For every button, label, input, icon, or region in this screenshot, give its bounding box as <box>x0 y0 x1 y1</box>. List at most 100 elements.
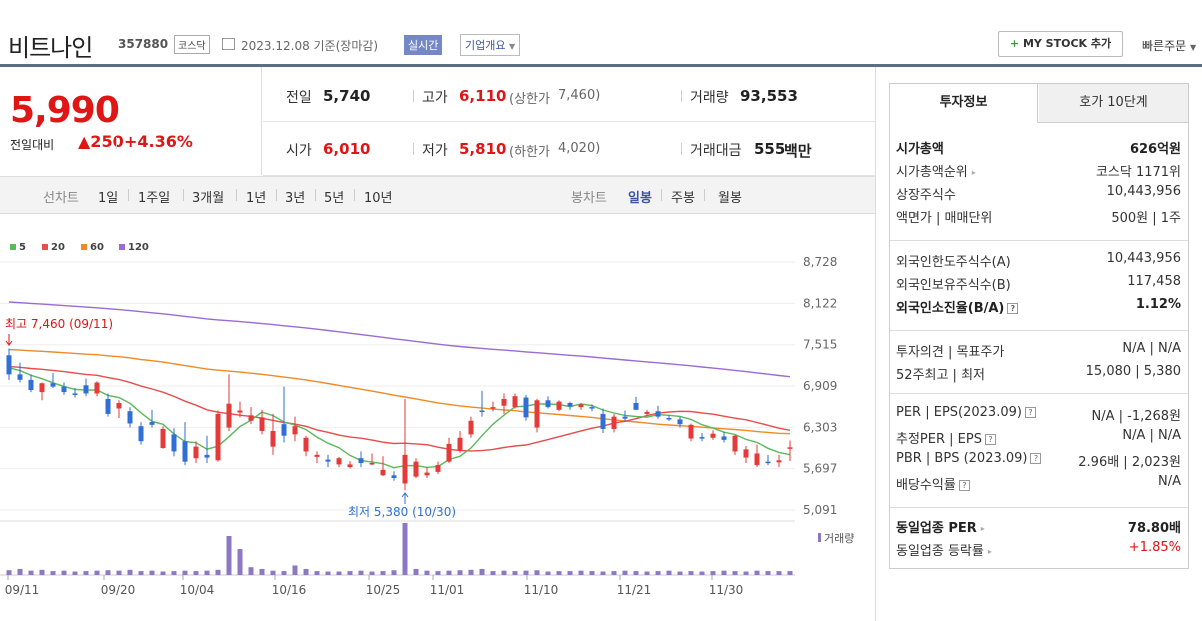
volume-bar <box>743 571 749 575</box>
chevron-right-icon: ▸ <box>987 547 992 556</box>
ma120-line <box>8 301 791 378</box>
help-icon[interactable]: ? <box>958 480 970 491</box>
candle-body <box>754 453 760 466</box>
help-icon[interactable]: ? <box>1024 407 1036 418</box>
volume-bar <box>611 571 617 575</box>
period-weekly[interactable]: 주봉 <box>671 191 695 206</box>
candle-body <box>600 413 606 429</box>
x-tick-label: 11/10 <box>524 583 559 597</box>
period-5y[interactable]: 5년 <box>324 191 345 206</box>
candle-body <box>83 385 89 394</box>
period-monthly[interactable]: 월봉 <box>718 191 742 206</box>
candle-body <box>6 355 12 375</box>
volume-bar <box>567 571 573 575</box>
candle-body <box>116 403 122 409</box>
info-label[interactable]: 시가총액순위 ▸ <box>896 165 976 180</box>
x-tick-label: 11/01 <box>430 583 465 597</box>
volume-bar <box>83 571 89 575</box>
period-1w[interactable]: 1주일 <box>138 191 171 206</box>
candle-body <box>171 434 177 452</box>
candle-body <box>688 424 694 439</box>
volume-bar <box>50 571 56 575</box>
upper-limit-value: 7,460) <box>558 88 601 103</box>
legend-item-ma120: 120 <box>119 242 149 253</box>
volume-value: 93,553 <box>740 87 798 105</box>
candle-body <box>149 422 155 425</box>
price-chart[interactable]: 8,728 8,122 7,515 6,909 6,303 5,697 5,091 거래량 최고… <box>0 250 875 600</box>
amount-unit: 백만 <box>784 142 812 160</box>
candle-body <box>28 379 34 391</box>
period-bar <box>0 176 875 214</box>
realtime-badge[interactable]: 실시간 <box>404 35 443 55</box>
help-icon[interactable]: ? <box>1030 453 1042 464</box>
candle-body <box>567 403 573 407</box>
volume-bar <box>413 568 419 575</box>
volume-bar <box>259 568 265 575</box>
candle-body <box>534 400 540 428</box>
candle-body <box>776 460 782 463</box>
company-info-button[interactable]: 기업개요 ▼ <box>460 34 521 56</box>
volume-bar <box>138 571 144 575</box>
volume-bar <box>490 571 496 575</box>
period-10y[interactable]: 10년 <box>364 191 393 206</box>
period-1y[interactable]: 1년 <box>246 191 267 206</box>
info-value: N/A <box>1158 474 1181 489</box>
candle-body <box>512 396 518 408</box>
calendar-icon <box>222 38 235 50</box>
volume-bar <box>270 570 276 575</box>
info-label: PER | EPS(2023.09)? <box>896 405 1036 420</box>
period-1d[interactable]: 1일 <box>98 191 119 206</box>
candle-body <box>105 398 111 414</box>
separator <box>704 189 705 201</box>
info-label: 액면가 | 매매단위 <box>896 211 993 226</box>
period-daily[interactable]: 일봉 <box>628 191 652 206</box>
volume-bar <box>336 571 342 575</box>
quick-order-button[interactable]: 빠른주문 ▼ <box>1142 37 1196 54</box>
info-group-divider <box>890 393 1188 394</box>
separator <box>354 189 355 201</box>
period-3y[interactable]: 3년 <box>285 191 306 206</box>
info-label[interactable]: 동일업종 PER ▸ <box>896 521 985 536</box>
help-icon[interactable]: ? <box>984 434 996 445</box>
candle-body <box>468 420 474 435</box>
volume-bar <box>512 571 518 575</box>
period-3m[interactable]: 3개월 <box>192 191 225 206</box>
tab-investment-info[interactable]: 투자정보 <box>890 84 1038 123</box>
candle-body <box>633 403 639 410</box>
candle-body <box>369 463 375 465</box>
info-group-divider <box>890 507 1188 508</box>
info-value: 10,443,956 <box>1106 251 1181 266</box>
volume-bar <box>314 571 320 575</box>
volume-bar <box>545 571 551 575</box>
ma60-line <box>8 348 791 435</box>
stock-code: 357880 <box>118 37 169 51</box>
info-label[interactable]: 동일업종 등락률 ▸ <box>896 544 992 559</box>
info-group-divider <box>890 330 1188 331</box>
separator <box>661 189 662 201</box>
tab-order-book[interactable]: 호가 10단계 <box>1039 84 1188 122</box>
candle-body <box>479 410 485 413</box>
info-value: N/A | N/A <box>1122 428 1181 443</box>
volume-bar <box>391 570 397 575</box>
candle-chart-label: 봉차트 <box>571 191 607 206</box>
add-mystock-button[interactable]: + MY STOCK 추가 <box>998 31 1123 57</box>
candle-body <box>160 428 166 449</box>
separator <box>128 189 129 201</box>
candle-body <box>237 410 243 413</box>
candle-body <box>611 416 617 429</box>
candle-body <box>424 472 430 476</box>
candle-body <box>259 417 265 431</box>
upper-limit-label: (상한가 <box>509 92 550 107</box>
y-tick-label: 8,122 <box>803 296 837 310</box>
volume-bar <box>435 571 441 575</box>
volume-bar <box>105 570 111 575</box>
candle-body <box>380 469 386 476</box>
candle-body <box>457 437 463 451</box>
chevron-down-icon: ▼ <box>508 42 516 51</box>
info-label: 배당수익률? <box>896 474 970 493</box>
help-icon[interactable]: ? <box>1007 303 1019 314</box>
volume-bar <box>358 570 364 575</box>
candle-body <box>347 464 353 468</box>
volume-bar <box>127 569 133 575</box>
info-value: 500원 | 1주 <box>1111 211 1181 226</box>
